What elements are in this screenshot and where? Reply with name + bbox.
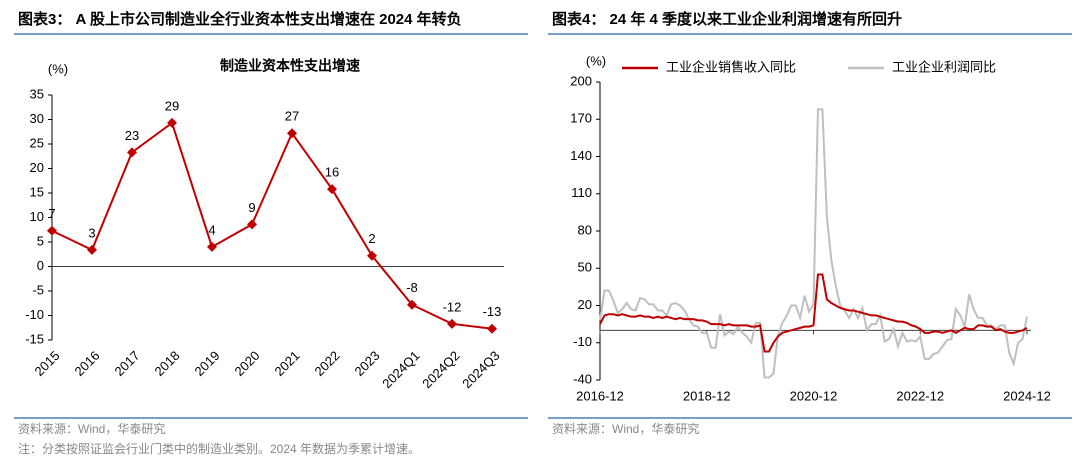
value-label: 7 [48, 206, 55, 221]
y-tick-label: 80 [578, 222, 592, 237]
x-tick-label: 2016 [71, 348, 102, 379]
value-label: -12 [443, 299, 462, 314]
x-tick-label: 2024Q3 [459, 348, 502, 391]
line [51, 121, 493, 330]
value-label: 9 [248, 200, 255, 215]
x-tick-label: 2022-12 [896, 388, 944, 403]
line [599, 273, 1028, 353]
x-tick-label: 2016-12 [576, 388, 624, 403]
y-tick-label: 5 [37, 233, 44, 248]
y-tick-label: 110 [571, 185, 592, 200]
caption: 图表4： 24 年 4 季度以来工业企业利润增速有所回升 [552, 10, 902, 28]
value-label: 2 [368, 231, 375, 246]
marker [487, 323, 497, 334]
y-tick-label: 50 [578, 260, 592, 275]
value-label: -13 [483, 304, 502, 319]
y-tick-label: 20 [30, 160, 44, 175]
x-tick-label: 2017 [111, 348, 142, 379]
y-tick-label: 15 [30, 184, 44, 199]
value-label: 16 [325, 165, 339, 180]
y-tick-label: -40 [573, 371, 592, 386]
y-tick-label: 10 [30, 209, 44, 224]
legend-label: 工业企业销售收入同比 [666, 59, 796, 74]
x-tick-label: 2022 [311, 348, 342, 379]
value-label: 23 [125, 128, 139, 143]
value-label: 4 [208, 222, 215, 237]
marker [47, 225, 57, 236]
x-tick-label: 2018 [151, 348, 182, 379]
chart-title: 制造业资本性支出增速 [220, 58, 360, 74]
x-tick-label: 2019 [191, 348, 222, 379]
x-tick-label: 2018-12 [683, 388, 731, 403]
y-tick-label: 30 [30, 111, 44, 126]
y-tick-label: -15 [25, 331, 44, 346]
value-label: 3 [88, 225, 95, 240]
y-tick-label: 35 [30, 86, 44, 101]
y-tick-label: 20 [578, 297, 592, 312]
x-tick-label: 2024-12 [1003, 388, 1051, 403]
value-label: 29 [165, 98, 179, 113]
legend-label: 工业企业利润同比 [892, 59, 996, 74]
y-tick-label: -5 [32, 282, 44, 297]
x-tick-label: 2024Q2 [419, 348, 462, 391]
x-tick-label: 2023 [351, 348, 382, 379]
caption: 图表3： A 股上市公司制造业全行业资本性支出增速在 2024 年转负 [18, 10, 462, 28]
x-tick-label: 2024Q1 [379, 348, 422, 391]
marker [247, 219, 257, 230]
note: 注：分类按照证监会行业门类中的制造业类别。2024 年数据为季累计增速。 [18, 441, 420, 456]
x-tick-label: 2020 [231, 348, 262, 379]
source: 资料来源：Wind，华泰研究 [18, 421, 165, 436]
value-label: 27 [285, 109, 299, 124]
marker [287, 128, 297, 139]
y-tick-label: -10 [25, 307, 44, 322]
marker [407, 299, 417, 310]
marker [447, 318, 457, 329]
y-tick-label: 0 [37, 258, 44, 273]
y-unit: (%) [586, 53, 606, 68]
y-unit: (%) [48, 61, 68, 76]
marker [207, 241, 217, 252]
x-tick-label: 2021 [271, 348, 302, 379]
y-tick-label: 170 [570, 111, 592, 126]
marker [367, 250, 377, 261]
y-tick-label: -10 [573, 334, 592, 349]
marker [327, 184, 337, 195]
marker [127, 147, 137, 158]
x-tick-label: 2015 [31, 348, 62, 379]
y-tick-label: 200 [570, 73, 592, 88]
marker [167, 117, 177, 128]
y-tick-label: 140 [570, 148, 592, 163]
line [599, 108, 1028, 379]
source: 资料来源：Wind，华泰研究 [552, 421, 699, 436]
x-tick-label: 2020-12 [790, 388, 838, 403]
marker [87, 244, 97, 255]
value-label: -8 [406, 280, 418, 295]
y-tick-label: 25 [30, 135, 44, 150]
